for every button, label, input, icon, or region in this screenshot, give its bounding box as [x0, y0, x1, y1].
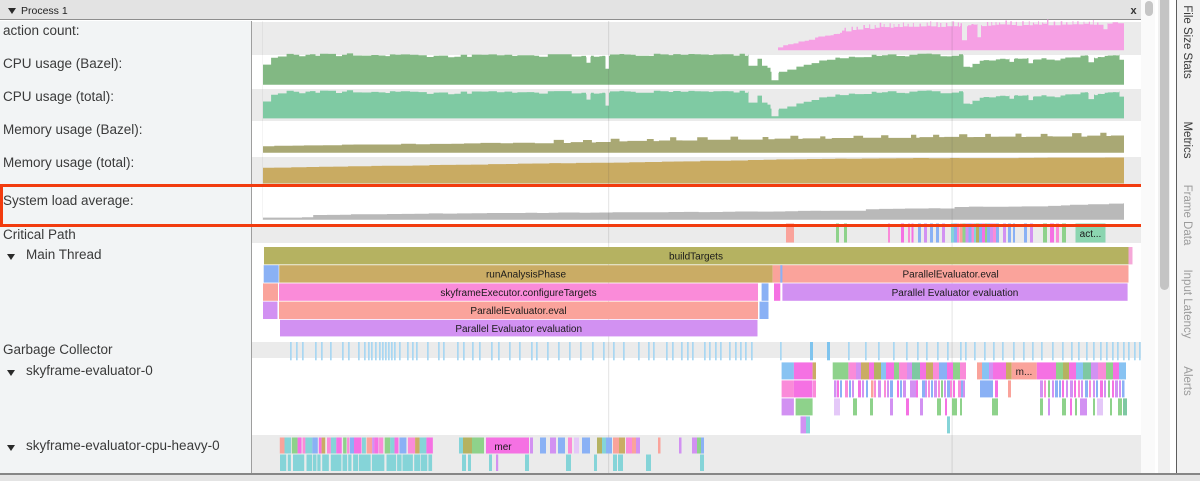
svg-text:runAnalysisPhase: runAnalysisPhase [486, 270, 566, 281]
svg-text:ParallelEvaluator.eval: ParallelEvaluator.eval [470, 306, 566, 317]
svg-text:Parallel Evaluator evaluation: Parallel Evaluator evaluation [892, 288, 1019, 299]
svg-text:act...: act... [1080, 229, 1102, 240]
svg-text:Parallel Evaluator evaluation: Parallel Evaluator evaluation [455, 324, 582, 335]
svg-text:skyframeExecutor.configureTarg: skyframeExecutor.configureTargets [440, 288, 596, 299]
svg-text:m...: m... [1016, 367, 1033, 378]
svg-text:buildTargets: buildTargets [669, 252, 723, 263]
svg-text:mer: mer [494, 442, 512, 453]
svg-text:ParallelEvaluator.eval: ParallelEvaluator.eval [903, 270, 999, 281]
